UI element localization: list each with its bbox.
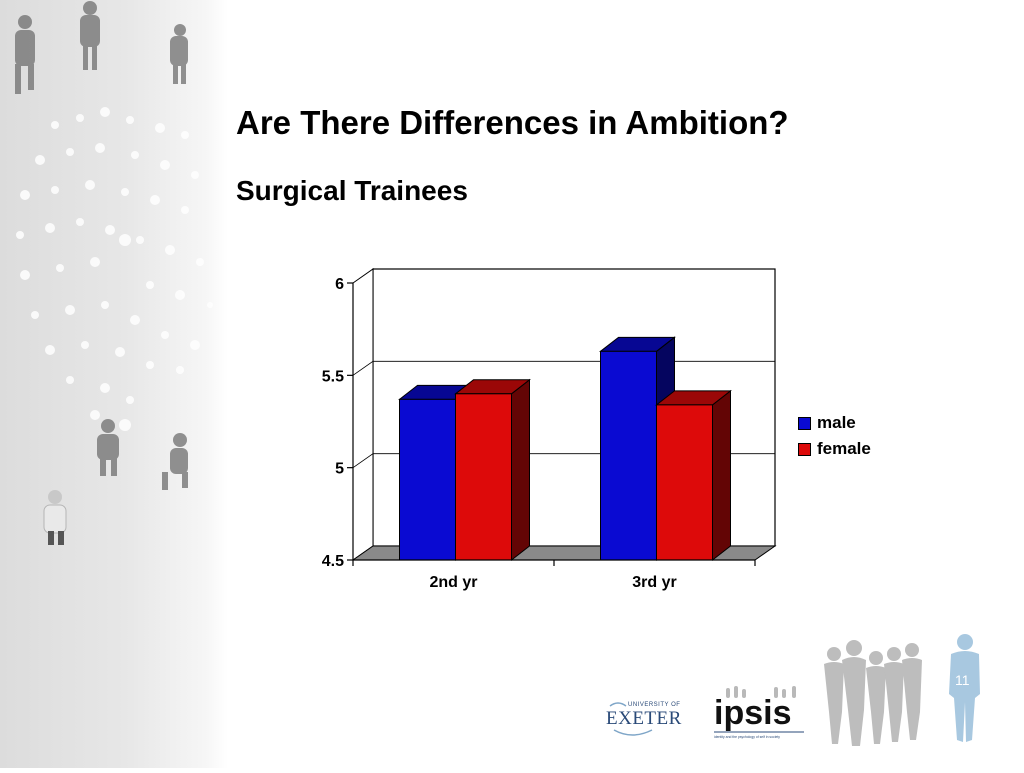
dot-pattern (16, 107, 213, 431)
university-of-exeter-logo: UNIVERSITY OF EXETER (606, 702, 682, 736)
people-silhouettes-icon (824, 634, 980, 746)
chart-side-wall (352, 268, 374, 561)
bar-front (399, 398, 456, 561)
person-light-figure (43, 490, 67, 545)
x-tick-label-3rd-yr: 3rd yr (632, 574, 676, 591)
ipsis-logo-tagline: identity and the psychology of self in s… (714, 735, 780, 739)
x-tick-label-2nd-yr: 2nd yr (429, 574, 477, 591)
exeter-logo-line2: EXETER (606, 708, 682, 729)
exeter-logo-line1: UNIVERSITY OF (628, 702, 680, 708)
legend-label-male: male (817, 413, 856, 432)
slide-subtitle: Surgical Trainees (236, 175, 468, 206)
legend-item-male: male (798, 410, 871, 436)
chart-legend: male female (798, 410, 871, 462)
ipsis-logo: ipsis identity and the psychology of sel… (714, 686, 804, 739)
chart-bars (398, 336, 732, 562)
legend-label-female: female (817, 439, 871, 458)
chart-axes: 4.5 5 5.5 6 2nd yr 3rd yr (322, 276, 756, 591)
legend-item-female: female (798, 436, 871, 462)
people-figures (15, 1, 188, 490)
y-tick-label-2: 5.5 (322, 368, 344, 385)
bar-front (600, 350, 657, 561)
bar-female-3rd-yr (655, 389, 732, 562)
y-tick-label-1: 5 (335, 461, 344, 478)
bar-side (712, 389, 731, 562)
bar-side (511, 378, 530, 562)
bar-front (656, 404, 713, 561)
decorative-side-panel (0, 0, 228, 768)
legend-swatch-female (798, 442, 811, 456)
crowd-photo-illustration (15, 1, 213, 545)
bar-female-2nd-yr (454, 378, 531, 562)
legend-swatch-male (798, 416, 811, 430)
y-tick-label-0: 4.5 (322, 553, 344, 570)
slide-title: Are There Differences in Ambition? (236, 104, 789, 141)
ipsis-logo-name: ipsis (714, 694, 791, 732)
bar-front (455, 393, 512, 561)
bar-male-3rd-yr (599, 336, 676, 562)
page-number: 11 (955, 672, 970, 688)
y-tick-label-3: 6 (335, 276, 344, 293)
